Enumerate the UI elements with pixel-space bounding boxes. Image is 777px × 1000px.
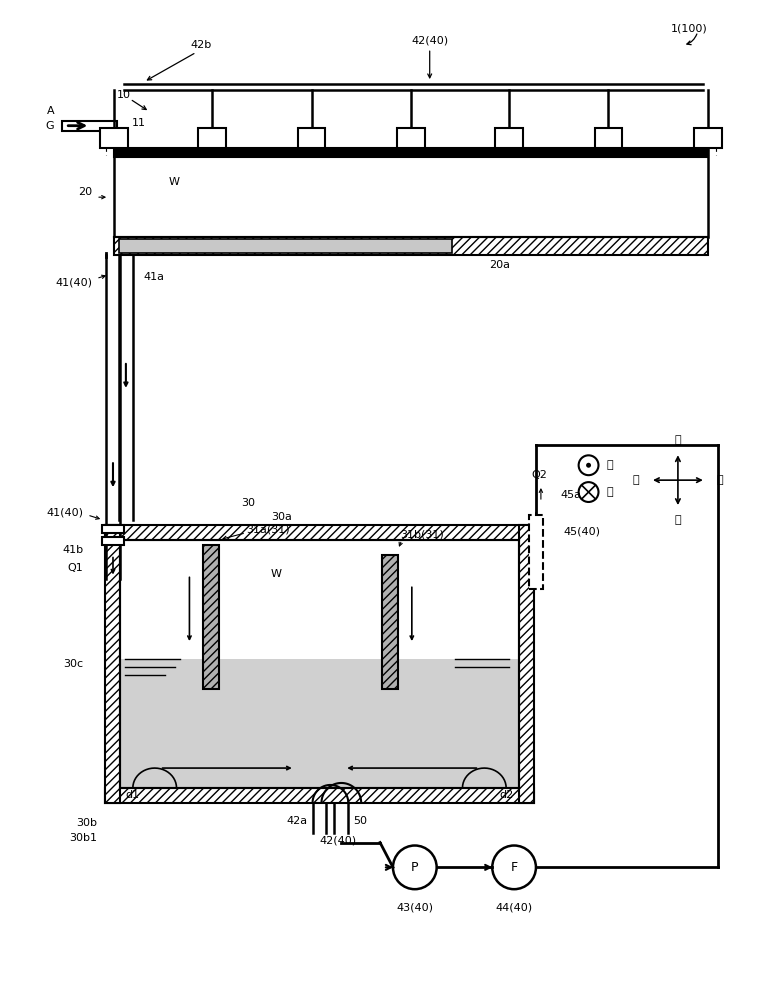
Text: 41(40): 41(40) <box>55 278 92 288</box>
Circle shape <box>579 455 598 475</box>
Text: A: A <box>47 106 54 116</box>
Bar <box>62 121 117 131</box>
Bar <box>529 515 543 589</box>
Text: 20: 20 <box>78 187 92 197</box>
Text: 42b: 42b <box>190 40 212 50</box>
Bar <box>198 128 226 148</box>
Text: 30: 30 <box>241 498 255 508</box>
Bar <box>204 545 219 689</box>
Text: 43(40): 43(40) <box>396 902 434 912</box>
Text: 44(40): 44(40) <box>496 902 533 912</box>
Circle shape <box>579 482 598 502</box>
Bar <box>495 128 523 148</box>
Bar <box>114 148 708 157</box>
Text: 50: 50 <box>354 816 368 826</box>
Text: 42(40): 42(40) <box>411 35 448 45</box>
Text: 45(40): 45(40) <box>564 527 601 537</box>
Text: W: W <box>271 569 282 579</box>
Circle shape <box>393 846 437 889</box>
Bar <box>100 128 128 148</box>
Text: 下: 下 <box>674 515 681 525</box>
Text: 41(40): 41(40) <box>46 508 83 518</box>
Bar <box>382 555 398 689</box>
Text: 42a: 42a <box>287 816 308 826</box>
Bar <box>397 128 425 148</box>
Text: 31a(31): 31a(31) <box>246 525 290 535</box>
Bar <box>119 239 451 253</box>
Text: 30b: 30b <box>76 818 97 828</box>
Bar <box>105 788 534 803</box>
Text: Q1: Q1 <box>68 563 83 573</box>
Bar <box>114 237 708 255</box>
Text: 45a: 45a <box>561 490 582 500</box>
Bar <box>120 540 519 659</box>
Bar <box>694 128 722 148</box>
Text: 后: 后 <box>606 487 613 497</box>
Text: 30c: 30c <box>63 659 83 669</box>
Text: 30a: 30a <box>271 512 291 522</box>
Circle shape <box>493 846 536 889</box>
Text: 上: 上 <box>674 435 681 445</box>
Bar <box>105 525 120 803</box>
Text: 前: 前 <box>606 460 613 470</box>
Circle shape <box>586 463 591 468</box>
Bar <box>298 128 326 148</box>
Text: d2: d2 <box>500 790 514 800</box>
Text: P: P <box>411 861 419 874</box>
Text: 右: 右 <box>633 475 639 485</box>
Text: W: W <box>169 177 179 187</box>
Bar <box>105 525 534 540</box>
Text: 11: 11 <box>132 118 146 128</box>
Text: F: F <box>510 861 517 874</box>
Text: 42(40): 42(40) <box>319 836 357 846</box>
Text: 41b: 41b <box>62 545 83 555</box>
Text: 41a: 41a <box>144 272 165 282</box>
Text: G: G <box>46 121 54 131</box>
Text: 31b(31): 31b(31) <box>400 530 444 540</box>
Text: 10: 10 <box>117 90 131 100</box>
Bar <box>519 525 534 803</box>
Text: 20a: 20a <box>490 260 510 270</box>
Text: 30b1: 30b1 <box>69 833 97 843</box>
Text: 1(100): 1(100) <box>671 23 708 33</box>
Text: 左: 左 <box>716 475 723 485</box>
Text: Q2: Q2 <box>531 470 547 480</box>
Bar <box>594 128 622 148</box>
Bar <box>102 537 124 545</box>
Bar <box>102 525 124 533</box>
Bar <box>120 659 519 788</box>
Text: d1: d1 <box>125 790 139 800</box>
